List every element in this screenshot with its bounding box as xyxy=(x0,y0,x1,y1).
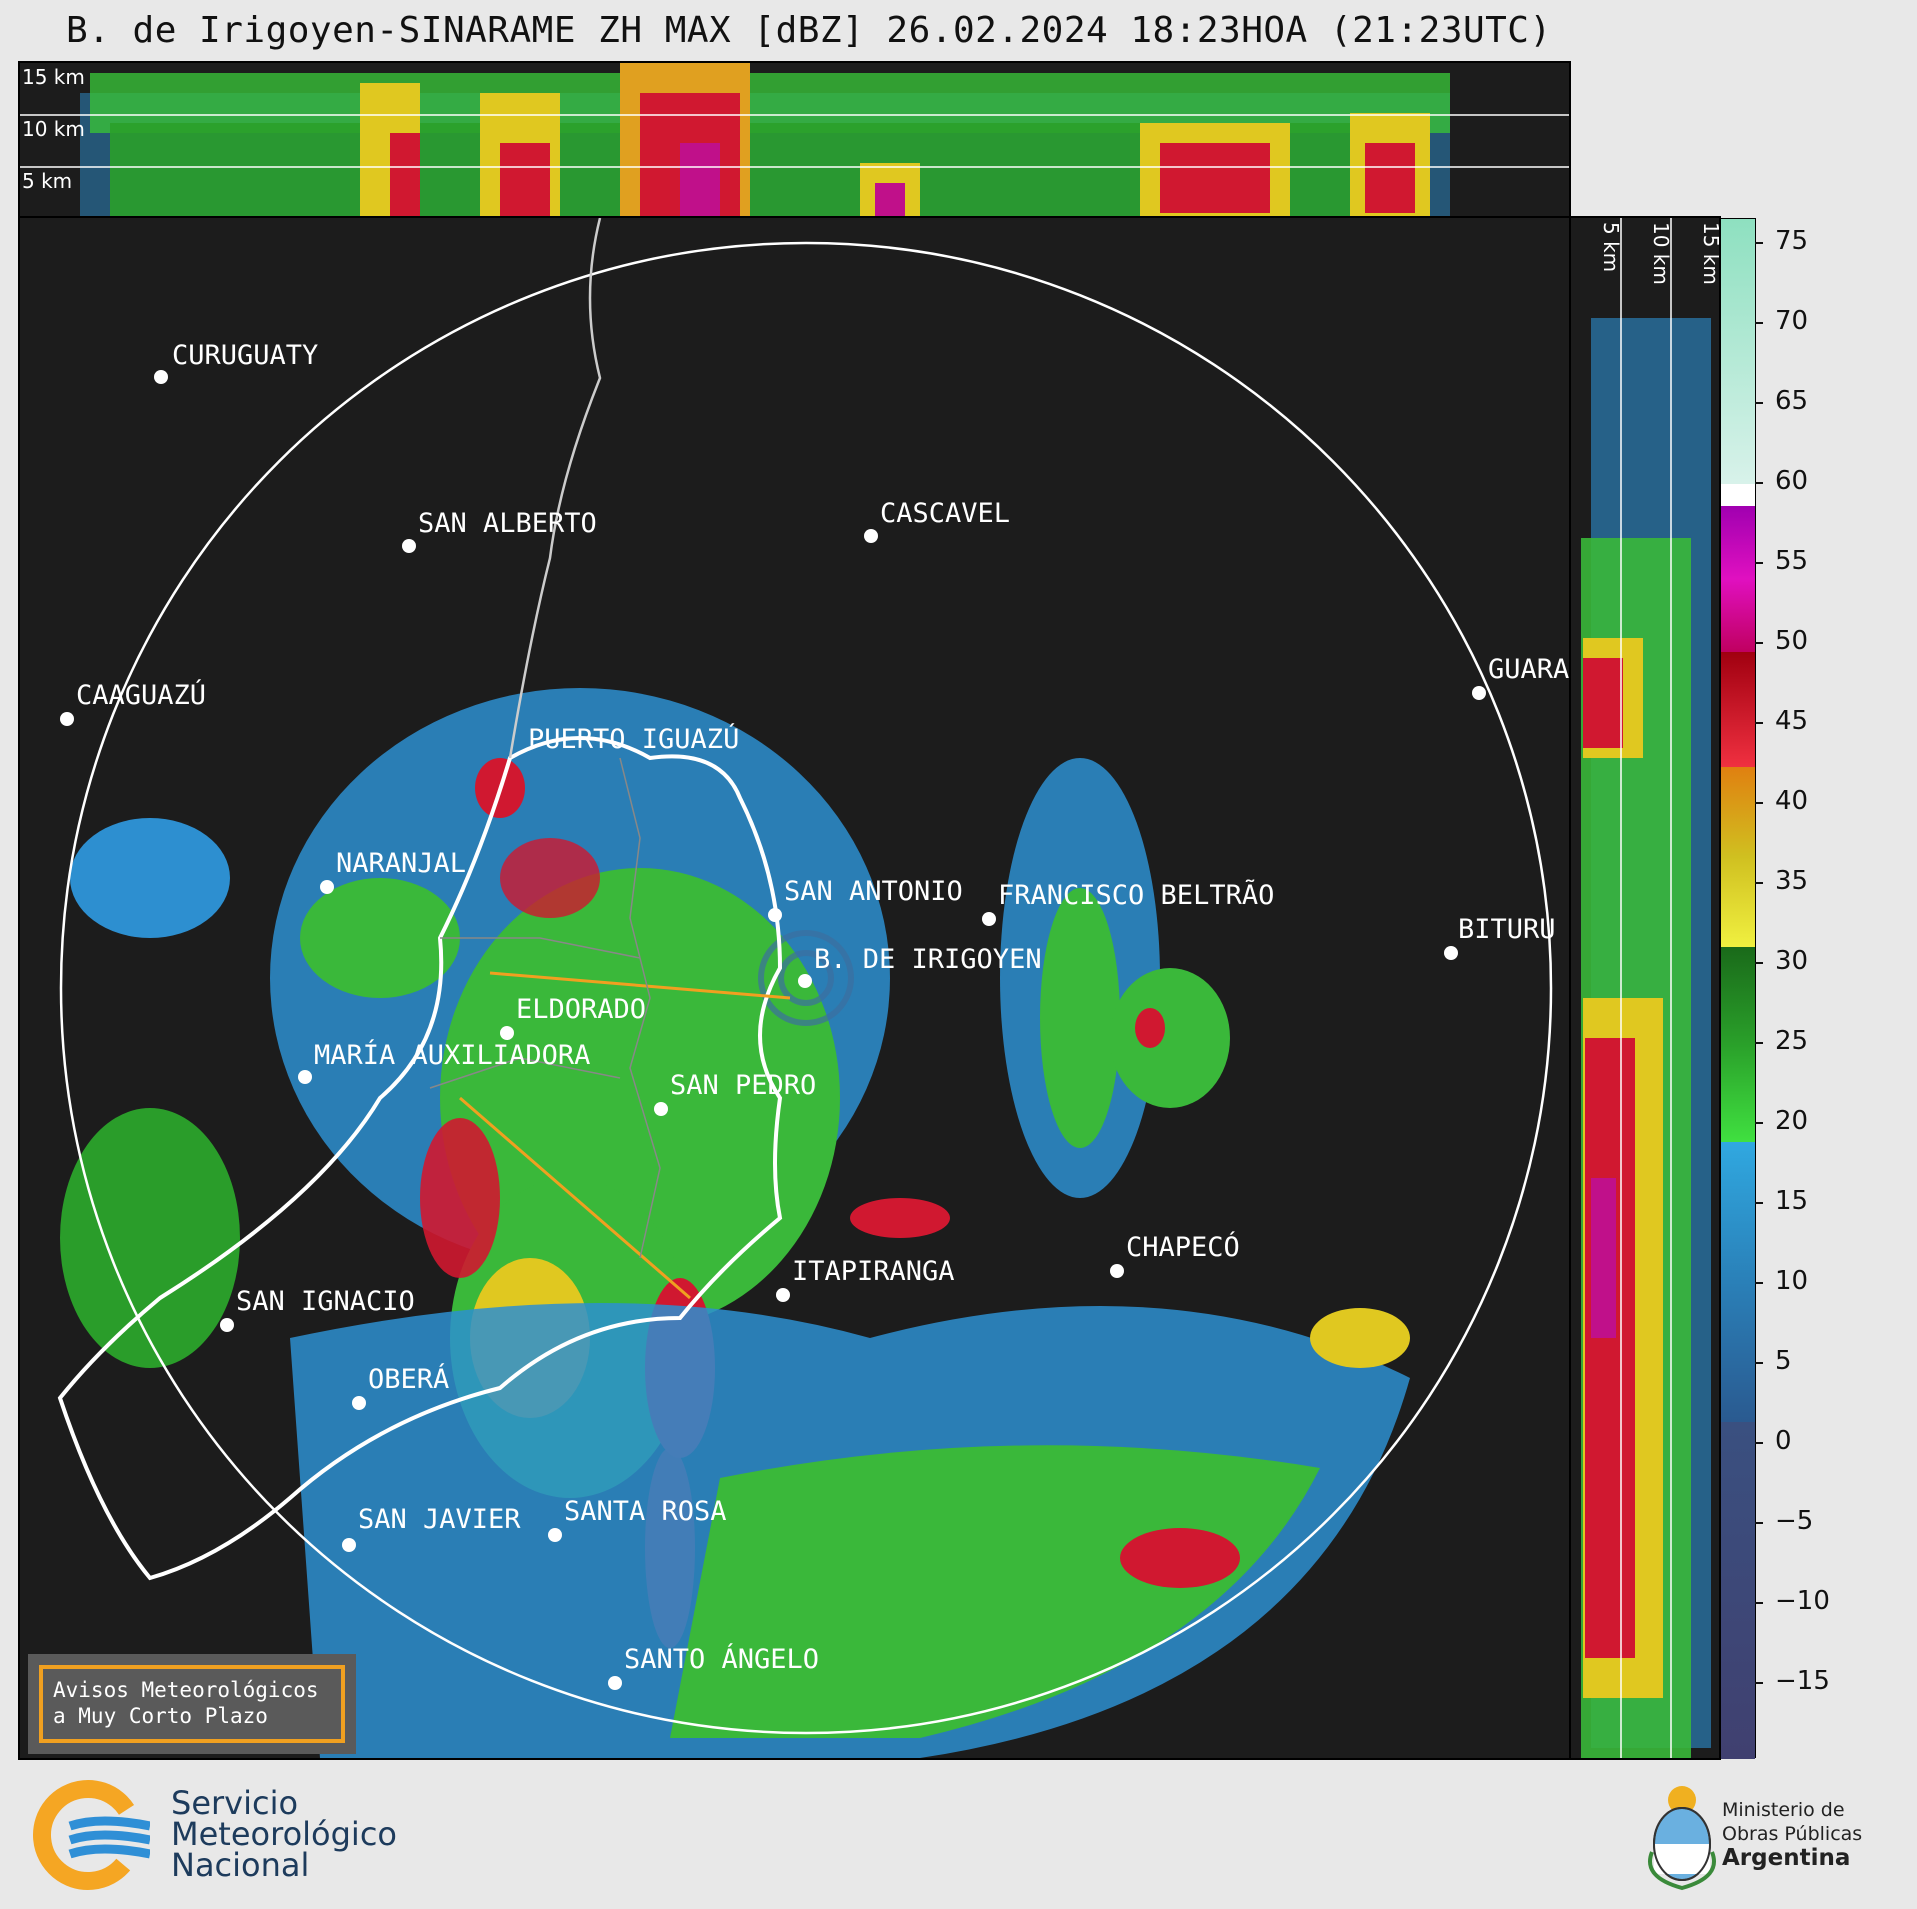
city-label-bituru: BITURU xyxy=(1458,914,1556,945)
smn-logo-text: Servicio Meteorológico Nacional xyxy=(171,1784,397,1884)
height-label-5km: 5 km xyxy=(22,169,73,193)
city-dot-san-javier xyxy=(342,1538,356,1552)
city-dot-chapeco xyxy=(1110,1264,1124,1278)
ministry-line-3: Argentina xyxy=(1722,1845,1851,1871)
height-label-15km: 15 km xyxy=(22,65,85,89)
city-label-santa-rosa: SANTA ROSA xyxy=(564,1496,727,1527)
city-label-san-antonio: SAN ANTONIO xyxy=(784,876,963,907)
city-label-maria-auxiliadora: MARÍA AUXILIADORA xyxy=(314,1040,591,1071)
radar-map-panel: CURUGUATY SAN ALBERTO CASCAVEL CAAGUAZÚ … xyxy=(18,216,1571,1760)
smn-line-2: Meteorológico xyxy=(171,1815,397,1853)
height-label-right-10km: 10 km xyxy=(1649,222,1673,285)
city-label-san-javier: SAN JAVIER xyxy=(358,1504,521,1535)
ministry-line-2: Obras Públicas xyxy=(1722,1823,1863,1845)
city-label-cascavel: CASCAVEL xyxy=(880,498,1011,529)
warning-line-2: a Muy Corto Plazo xyxy=(53,1704,268,1728)
city-dot-san-pedro xyxy=(654,1102,668,1116)
dbz-colorbar xyxy=(1720,218,1756,1759)
city-dot-santa-rosa xyxy=(548,1528,562,1542)
city-label-guara: GUARA xyxy=(1488,654,1570,685)
argentina-coat-of-arms-icon xyxy=(1648,1786,1716,1891)
city-label-chapeco: CHAPECÓ xyxy=(1126,1232,1240,1263)
city-dot-san-ignacio xyxy=(220,1318,234,1332)
city-label-curuguaty: CURUGUATY xyxy=(172,340,319,371)
ministry-line-1: Ministerio de xyxy=(1722,1799,1845,1821)
height-label-right-15km: 15 km xyxy=(1699,222,1721,285)
right-cross-section-panel: 5 km 10 km 15 km xyxy=(1569,216,1721,1760)
smn-logo-icon xyxy=(33,1780,150,1890)
warning-line-1: Avisos Meteorológicos xyxy=(53,1678,319,1702)
city-label-san-ignacio: SAN IGNACIO xyxy=(236,1286,415,1317)
top-cross-section-panel: 15 km 10 km 5 km xyxy=(18,61,1571,218)
warning-box-frame: Avisos Meteorológicos a Muy Corto Plazo xyxy=(39,1665,345,1743)
city-dot-santo-angelo xyxy=(608,1676,622,1690)
city-dot-curuguaty xyxy=(154,370,168,384)
city-dot-san-alberto xyxy=(402,539,416,553)
city-label-naranjal: NARANJAL xyxy=(336,848,467,879)
radar-site-dot xyxy=(798,974,812,988)
city-dot-obera xyxy=(352,1396,366,1410)
city-dot-itapiranga xyxy=(776,1288,790,1302)
city-label-santo-angelo: SANTO ÁNGELO xyxy=(624,1644,820,1675)
smn-line-1: Servicio xyxy=(171,1784,299,1822)
city-dot-francisco-beltrao xyxy=(982,912,996,926)
city-label-francisco-beltrao: FRANCISCO BELTRÃO xyxy=(998,880,1275,911)
city-label-b-de-irigoyen: B. DE IRIGOYEN xyxy=(814,944,1042,975)
city-dot-bituru xyxy=(1444,946,1458,960)
city-label-puerto-iguazu: PUERTO IGUAZÚ xyxy=(528,724,740,755)
warning-box[interactable]: Avisos Meteorológicos a Muy Corto Plazo xyxy=(28,1654,356,1754)
city-dot-eldorado xyxy=(500,1026,514,1040)
smn-line-3: Nacional xyxy=(171,1846,310,1884)
top-cross-section-echoes xyxy=(20,63,1569,216)
radar-echoes-layer xyxy=(57,218,1553,1758)
city-dot-maria-auxiliadora xyxy=(298,1070,312,1084)
city-dot-san-antonio xyxy=(768,908,782,922)
map-title: B. de Irigoyen-SINARAME ZH MAX [dBZ] 26.… xyxy=(66,10,1552,51)
city-dot-naranjal xyxy=(320,880,334,894)
city-label-itapiranga: ITAPIRANGA xyxy=(792,1256,955,1287)
city-label-eldorado: ELDORADO xyxy=(516,994,647,1025)
city-dot-caaguazu xyxy=(60,712,74,726)
city-label-obera: OBERÁ xyxy=(368,1364,450,1395)
height-label-right-5km: 5 km xyxy=(1599,222,1623,273)
city-label-caaguazu: CAAGUAZÚ xyxy=(76,680,207,711)
city-label-san-pedro: SAN PEDRO xyxy=(670,1070,817,1101)
ministry-logo-text: Ministerio de Obras Públicas Argentina xyxy=(1722,1798,1862,1871)
city-dot-cascavel xyxy=(864,529,878,543)
height-label-10km: 10 km xyxy=(22,117,85,141)
city-label-san-alberto: SAN ALBERTO xyxy=(418,508,597,539)
city-dot-guara xyxy=(1472,686,1486,700)
right-cross-section-echoes xyxy=(1581,218,1711,1758)
